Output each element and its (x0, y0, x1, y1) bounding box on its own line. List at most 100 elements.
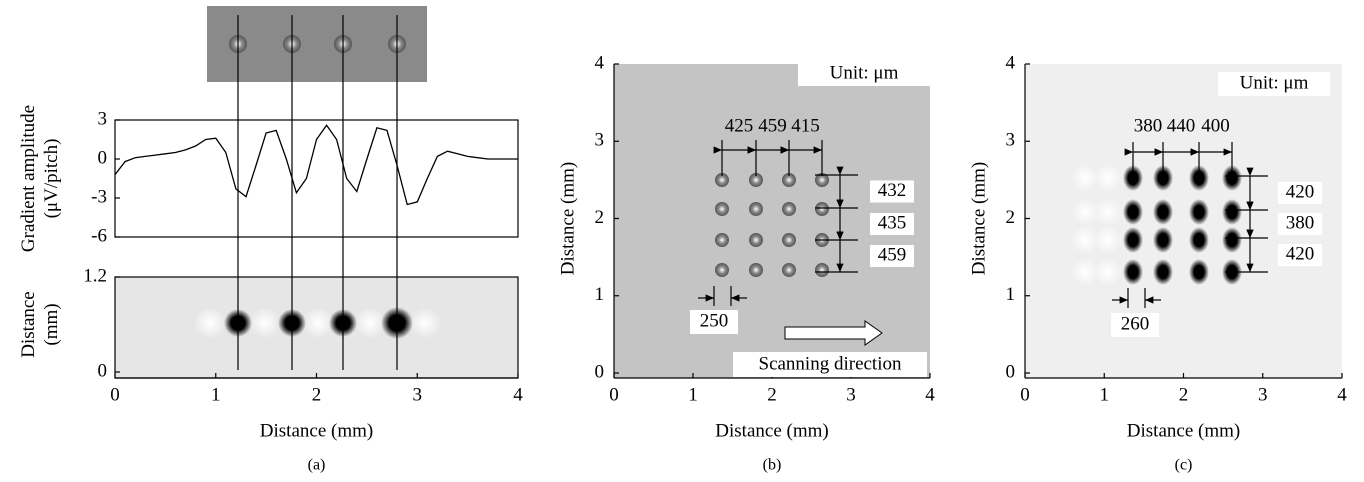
y-axis-label: (μV/pitch) (41, 139, 62, 219)
spacing-label: 459 (878, 244, 907, 265)
caption: (b) (763, 457, 782, 474)
x-tick-label: 2 (312, 384, 322, 405)
x-axis-label: Distance (mm) (715, 420, 828, 441)
black-blob (1222, 199, 1242, 225)
black-blob (1123, 259, 1143, 285)
black-blob (1222, 227, 1242, 253)
white-blob (194, 307, 226, 339)
dot (715, 173, 729, 187)
x-tick-label: 4 (925, 384, 935, 405)
dot (782, 263, 796, 277)
line-series (114, 124, 518, 206)
y-axis-label: Distance (18, 291, 39, 357)
y-tick-label: 4 (595, 52, 605, 73)
x-tick-label: 1 (211, 384, 221, 405)
x-tick-label: 0 (1020, 384, 1030, 405)
y-axis-label: Distance (mm) (968, 162, 989, 275)
y-tick-label: 4 (1006, 52, 1016, 73)
white-blob (1071, 258, 1099, 286)
y-tick-label: 1 (1006, 284, 1016, 305)
dot (782, 173, 796, 187)
spacing-label: 420 (1286, 181, 1315, 202)
label-bg (1278, 244, 1322, 266)
spacing-label: 420 (1286, 243, 1315, 264)
black-blob (1123, 227, 1143, 253)
spacing-label: 432 (878, 180, 907, 201)
caption: (c) (1175, 457, 1193, 474)
white-blob (1094, 258, 1122, 286)
y-tick-label: 0 (595, 361, 605, 382)
x-tick-label: 2 (1179, 384, 1189, 405)
y-tick-label: 3 (98, 108, 108, 129)
x-tick-label: 3 (1258, 384, 1268, 405)
x-axis-label: Distance (mm) (1127, 420, 1240, 441)
y-tick-label: 2 (1006, 207, 1016, 228)
y-tick-label: 3 (595, 130, 605, 151)
white-blob (1094, 226, 1122, 254)
y-tick-label: 1 (595, 284, 605, 305)
label-bg (870, 245, 914, 267)
x-tick-label: 2 (767, 384, 777, 405)
black-blob (1153, 199, 1173, 225)
label-bg (870, 213, 914, 235)
y-tick-label: 0 (98, 360, 108, 381)
label-bg (1111, 313, 1159, 337)
dot (749, 263, 763, 277)
unit-label: Unit: μm (830, 62, 899, 83)
dot (715, 233, 729, 247)
spacing-label: 459 (758, 115, 787, 136)
caption: (a) (308, 457, 326, 474)
y-tick-label: 3 (1006, 130, 1016, 151)
label-bg (1278, 182, 1322, 204)
dot (749, 233, 763, 247)
y-tick-label: -3 (91, 186, 107, 207)
dot (749, 173, 763, 187)
spacing-label: 380 (1134, 115, 1163, 136)
label-bg (733, 352, 927, 377)
unit-label: Unit: μm (1240, 72, 1309, 93)
x-axis-label: Distance (mm) (260, 420, 373, 441)
label-bg (690, 310, 738, 334)
x-tick-label: 0 (110, 384, 120, 405)
y-tick-label: 0 (1006, 361, 1016, 382)
x-tick-label: 1 (1100, 384, 1110, 405)
dot (815, 202, 829, 216)
label-bg (1278, 213, 1322, 235)
dot (782, 233, 796, 247)
white-blob (1071, 198, 1099, 226)
black-blob (1189, 259, 1209, 285)
y-tick-label: 2 (595, 207, 605, 228)
black-blob (1153, 227, 1173, 253)
black-blob (1153, 259, 1173, 285)
white-blob (249, 307, 281, 339)
white-blob (302, 307, 334, 339)
size-label: 260 (1121, 313, 1150, 334)
dot (749, 202, 763, 216)
x-tick-label: 4 (513, 384, 523, 405)
x-tick-label: 0 (609, 384, 619, 405)
x-tick-label: 3 (846, 384, 856, 405)
y-tick-label: 0 (98, 147, 108, 168)
spacing-label: 380 (1286, 212, 1315, 233)
unit-bg (1218, 72, 1330, 96)
arrow-label: Scanning direction (759, 353, 902, 374)
x-tick-label: 4 (1337, 384, 1347, 405)
white-blob (1094, 198, 1122, 226)
x-tick-label: 1 (688, 384, 698, 405)
label-bg (870, 180, 914, 203)
white-blob (409, 307, 441, 339)
black-blob (1189, 199, 1209, 225)
size-label: 250 (700, 310, 729, 331)
y-tick-label: 1.2 (83, 265, 107, 286)
y-axis-label: Distance (mm) (557, 162, 578, 275)
spacing-label: 400 (1201, 115, 1230, 136)
y-axis-label: Gradient amplitude (18, 105, 39, 252)
y-axis-label: (mm) (41, 303, 62, 345)
dot (715, 202, 729, 216)
white-blob (1071, 226, 1099, 254)
black-blob (1189, 227, 1209, 253)
scan-arrow (784, 320, 883, 346)
spacing-label: 440 (1167, 115, 1196, 136)
dot (715, 263, 729, 277)
